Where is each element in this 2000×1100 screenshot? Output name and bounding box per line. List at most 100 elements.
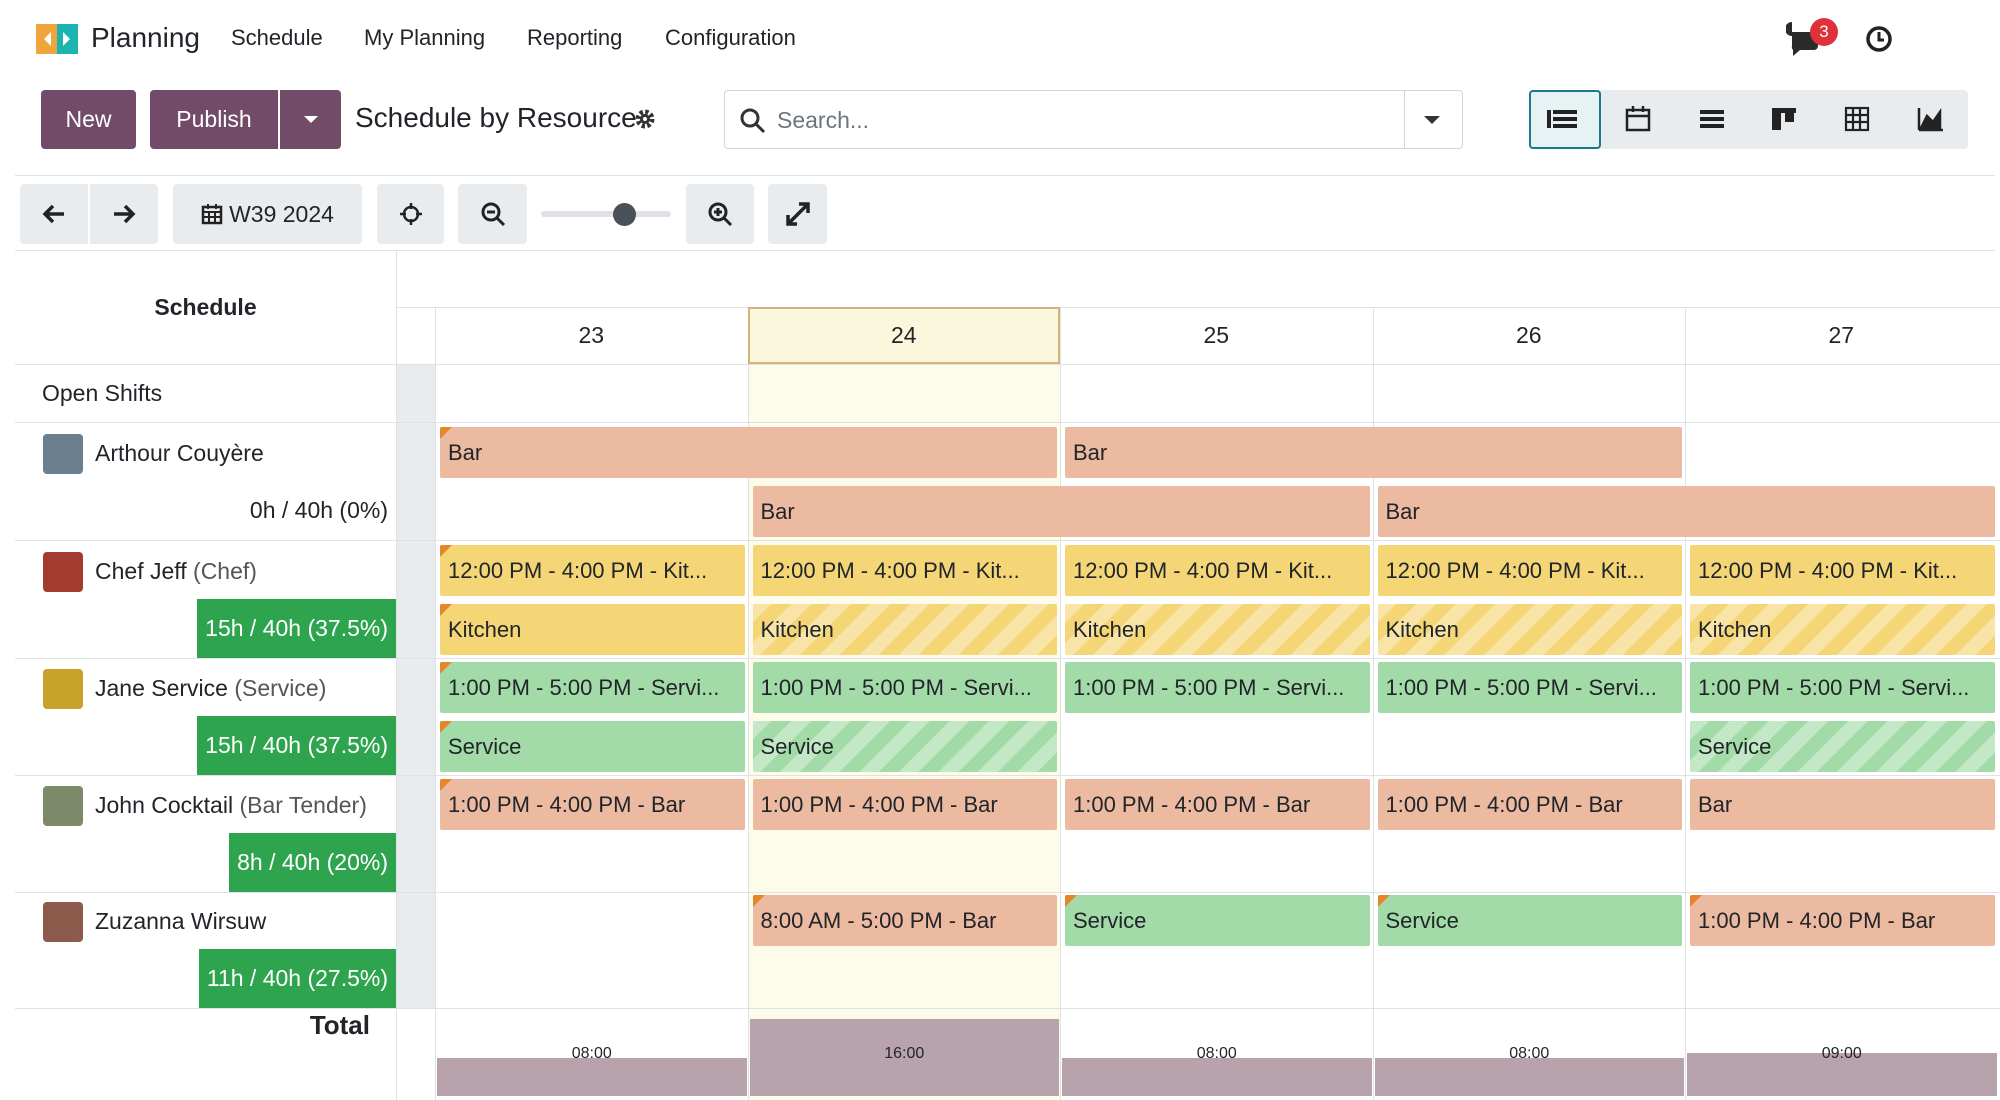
resource-name-text: Jane Service: [95, 675, 228, 701]
resource-hours: 15h / 40h (37.5%): [197, 599, 396, 658]
shift-pill[interactable]: Bar: [1065, 427, 1682, 478]
shift-label: Service: [448, 734, 522, 759]
shift-pill[interactable]: 12:00 PM - 4:00 PM - Kit...: [1065, 545, 1370, 596]
resource-hours: 11h / 40h (27.5%): [198, 949, 396, 1008]
day-divider: [1372, 307, 1374, 1100]
shift-pill[interactable]: 1:00 PM - 4:00 PM - Bar: [752, 779, 1057, 830]
shift-pill[interactable]: Kitchen: [1065, 604, 1370, 655]
shift-pill[interactable]: 12:00 PM - 4:00 PM - Kit...: [752, 545, 1057, 596]
total-label: Total: [309, 1010, 370, 1040]
menu-item[interactable]: Configuration: [665, 25, 796, 50]
messages-icon[interactable]: [1786, 18, 1842, 58]
shift-label: Service: [1073, 908, 1147, 933]
shift-pill[interactable]: Service: [753, 721, 1057, 772]
total-bar: [1687, 1052, 1997, 1096]
shift-pill[interactable]: 1:00 PM - 4:00 PM - Bar: [1377, 779, 1682, 830]
shift-flag: [440, 427, 452, 439]
menu-item[interactable]: My Planning: [364, 25, 486, 50]
total-bar: [437, 1057, 747, 1096]
publish-button[interactable]: Publish: [150, 90, 278, 149]
publish-dropdown[interactable]: [280, 90, 341, 149]
shift-pill[interactable]: 8:00 AM - 5:00 PM - Bar: [752, 895, 1057, 946]
menu-item[interactable]: Reporting: [527, 25, 623, 50]
shift-label: Bar: [760, 499, 795, 524]
resource-role: (Service): [234, 675, 327, 701]
day-divider: [435, 307, 436, 1100]
day-header: 27: [1828, 322, 1855, 348]
period-label: W39 2024: [229, 200, 334, 227]
shift-label: 12:00 PM - 4:00 PM - Kit...: [1073, 558, 1333, 583]
shift-pill[interactable]: 12:00 PM - 4:00 PM - Kit...: [1377, 545, 1682, 596]
new-button[interactable]: New: [41, 90, 136, 149]
shift-flag: [1065, 895, 1077, 907]
zoom-out-button[interactable]: [458, 184, 527, 244]
avatar: [43, 902, 83, 942]
search-caret[interactable]: [1423, 115, 1441, 125]
shift-pill[interactable]: Service: [1377, 895, 1682, 946]
header-line: [15, 364, 2000, 365]
day-header: 26: [1515, 322, 1542, 348]
shift-pill[interactable]: Kitchen: [440, 604, 745, 655]
expand-icon: [785, 202, 810, 226]
shift-pill[interactable]: Bar: [1690, 779, 1995, 830]
shift-pill[interactable]: 1:00 PM - 4:00 PM - Bar: [1065, 779, 1370, 830]
view-icons: [1547, 106, 1943, 132]
shift-flag: [440, 604, 452, 616]
day-header: 23: [578, 322, 605, 348]
shift-pill[interactable]: 12:00 PM - 4:00 PM - Kit...: [1690, 545, 1995, 596]
activity-icon[interactable]: [1864, 24, 1894, 54]
shift-pill[interactable]: 12:00 PM - 4:00 PM - Kit...: [440, 545, 745, 596]
shift-label: 1:00 PM - 5:00 PM - Servi...: [760, 675, 1032, 700]
zoom-in-button[interactable]: [686, 184, 754, 244]
period-button[interactable]: W39 2024: [173, 184, 362, 244]
shift-label: Bar: [1385, 499, 1420, 524]
avatar: [43, 552, 83, 592]
shift-pill[interactable]: 1:00 PM - 5:00 PM - Servi...: [440, 662, 745, 713]
shift-pill[interactable]: 1:00 PM - 5:00 PM - Servi...: [1377, 662, 1682, 713]
previous-button[interactable]: [20, 184, 88, 244]
zoom-slider[interactable]: [541, 211, 671, 217]
shift-pill[interactable]: Service: [1065, 895, 1370, 946]
shift-pill[interactable]: 1:00 PM - 5:00 PM - Servi...: [1065, 662, 1370, 713]
shift-pill[interactable]: Bar: [752, 486, 1370, 537]
total-bar: [1062, 1057, 1372, 1096]
row-line: [15, 658, 2000, 659]
row-line: [15, 775, 2000, 776]
resource-role: (Chef): [193, 558, 257, 584]
shift-label: Kitchen: [760, 617, 834, 642]
shift-pill[interactable]: Bar: [1377, 486, 1995, 537]
search-box[interactable]: Search...: [724, 90, 1463, 149]
avatar: [43, 786, 83, 826]
shift-pill[interactable]: Service: [1690, 721, 1995, 772]
shift-label: 1:00 PM - 5:00 PM - Servi...: [1698, 675, 1970, 700]
shift-pill[interactable]: Service: [440, 721, 745, 772]
shift-pill[interactable]: 1:00 PM - 5:00 PM - Servi...: [1690, 662, 1995, 713]
shift-pill[interactable]: Kitchen: [1378, 604, 1682, 655]
resource-name: Jane Service (Service): [95, 675, 326, 702]
shift-label: 1:00 PM - 4:00 PM - Bar: [1385, 792, 1623, 817]
gantt-view-button[interactable]: [1529, 90, 1601, 149]
divider: [1404, 91, 1405, 148]
resource-divider: [396, 250, 397, 1100]
shift-label: 8:00 AM - 5:00 PM - Bar: [760, 908, 997, 933]
shift-flag: [752, 895, 765, 907]
shift-pill[interactable]: Kitchen: [753, 604, 1057, 655]
next-button[interactable]: [90, 184, 158, 244]
shift-label: Kitchen: [1385, 617, 1459, 642]
menu-item[interactable]: Schedule: [231, 25, 323, 50]
open-shifts-label: Open Shifts: [42, 380, 163, 406]
shift-pill[interactable]: 1:00 PM - 4:00 PM - Bar: [440, 779, 745, 830]
gear-icon[interactable]: [634, 108, 656, 130]
shift-pill[interactable]: 1:00 PM - 4:00 PM - Bar: [1690, 895, 1995, 946]
zoom-slider-knob[interactable]: [613, 203, 636, 226]
search-icon: [740, 108, 766, 134]
shift-pill[interactable]: Kitchen: [1690, 604, 1995, 655]
total-bar-label: 16:00: [884, 1045, 925, 1062]
shift-pill[interactable]: Bar: [440, 427, 1057, 478]
fullscreen-button[interactable]: [768, 184, 827, 244]
separator: [15, 175, 1995, 176]
shift-label: Service: [1385, 908, 1459, 933]
shift-pill[interactable]: 1:00 PM - 5:00 PM - Servi...: [752, 662, 1057, 713]
focus-today-button[interactable]: [377, 184, 444, 244]
